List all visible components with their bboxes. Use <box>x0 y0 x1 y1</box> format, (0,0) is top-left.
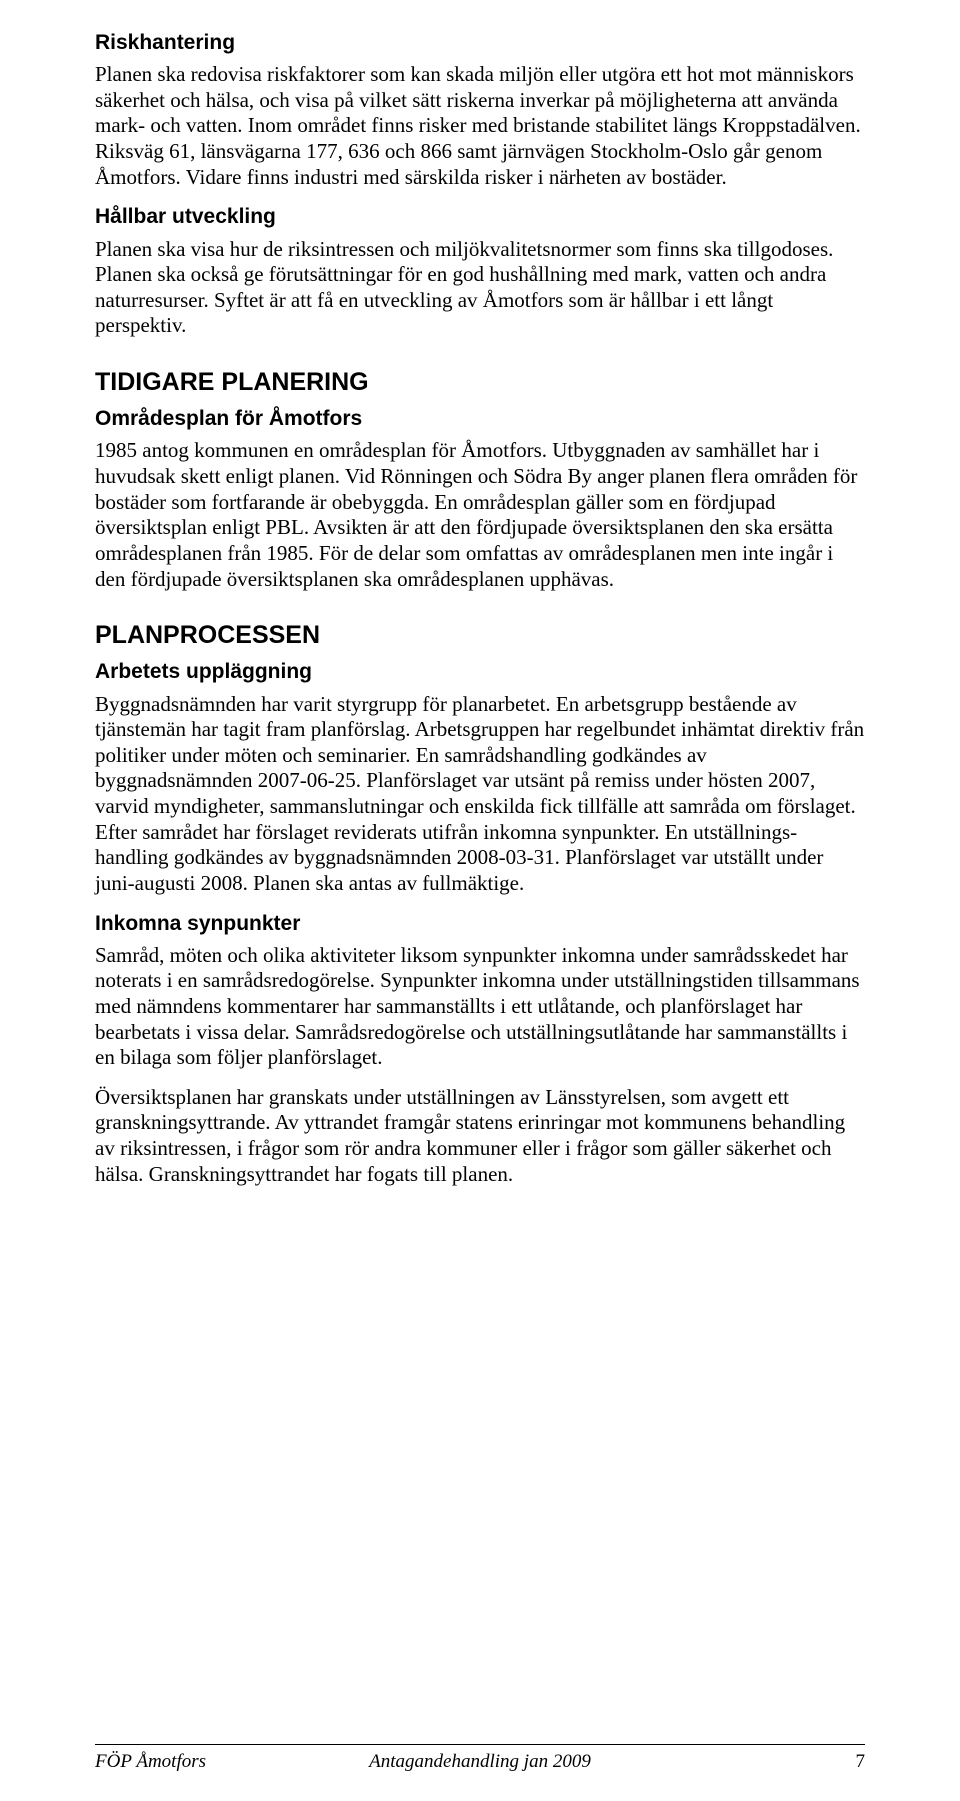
section-planprocessen: PLANPROCESSEN Arbetets uppläggning Byggn… <box>95 620 865 1187</box>
heading-omradesplan: Områdesplan för Åmotfors <box>95 406 865 432</box>
para-omradesplan: 1985 antog kommunen en områdesplan för Å… <box>95 438 865 592</box>
heading-hallbar: Hållbar utveckling <box>95 204 865 230</box>
section-hallbar: Hållbar utveckling Planen ska visa hur d… <box>95 204 865 339</box>
heading-riskhantering: Riskhantering <box>95 30 865 56</box>
para-inkomna-2: Översiktsplanen har granskats under utst… <box>95 1085 865 1187</box>
page-footer: FÖP Åmotfors Antagandehandling jan 2009 … <box>95 1744 865 1773</box>
para-arbetets: Byggnadsnämnden har varit styrgrupp för … <box>95 692 865 897</box>
heading-planprocessen: PLANPROCESSEN <box>95 620 865 651</box>
heading-arbetets-upplaggning: Arbetets uppläggning <box>95 659 865 685</box>
para-hallbar: Planen ska visa hur de riksintressen och… <box>95 237 865 339</box>
section-tidigare-planering: TIDIGARE PLANERING Områdesplan för Åmotf… <box>95 367 865 592</box>
para-inkomna-1: Samråd, möten och olika aktiviteter liks… <box>95 943 865 1071</box>
section-riskhantering: Riskhantering Planen ska redovisa riskfa… <box>95 30 865 190</box>
page: Riskhantering Planen ska redovisa riskfa… <box>0 0 960 1801</box>
footer-center: Antagandehandling jan 2009 <box>95 1751 865 1773</box>
heading-tidigare-planering: TIDIGARE PLANERING <box>95 367 865 398</box>
heading-inkomna-synpunkter: Inkomna synpunkter <box>95 911 865 937</box>
para-riskhantering: Planen ska redovisa riskfaktorer som kan… <box>95 62 865 190</box>
